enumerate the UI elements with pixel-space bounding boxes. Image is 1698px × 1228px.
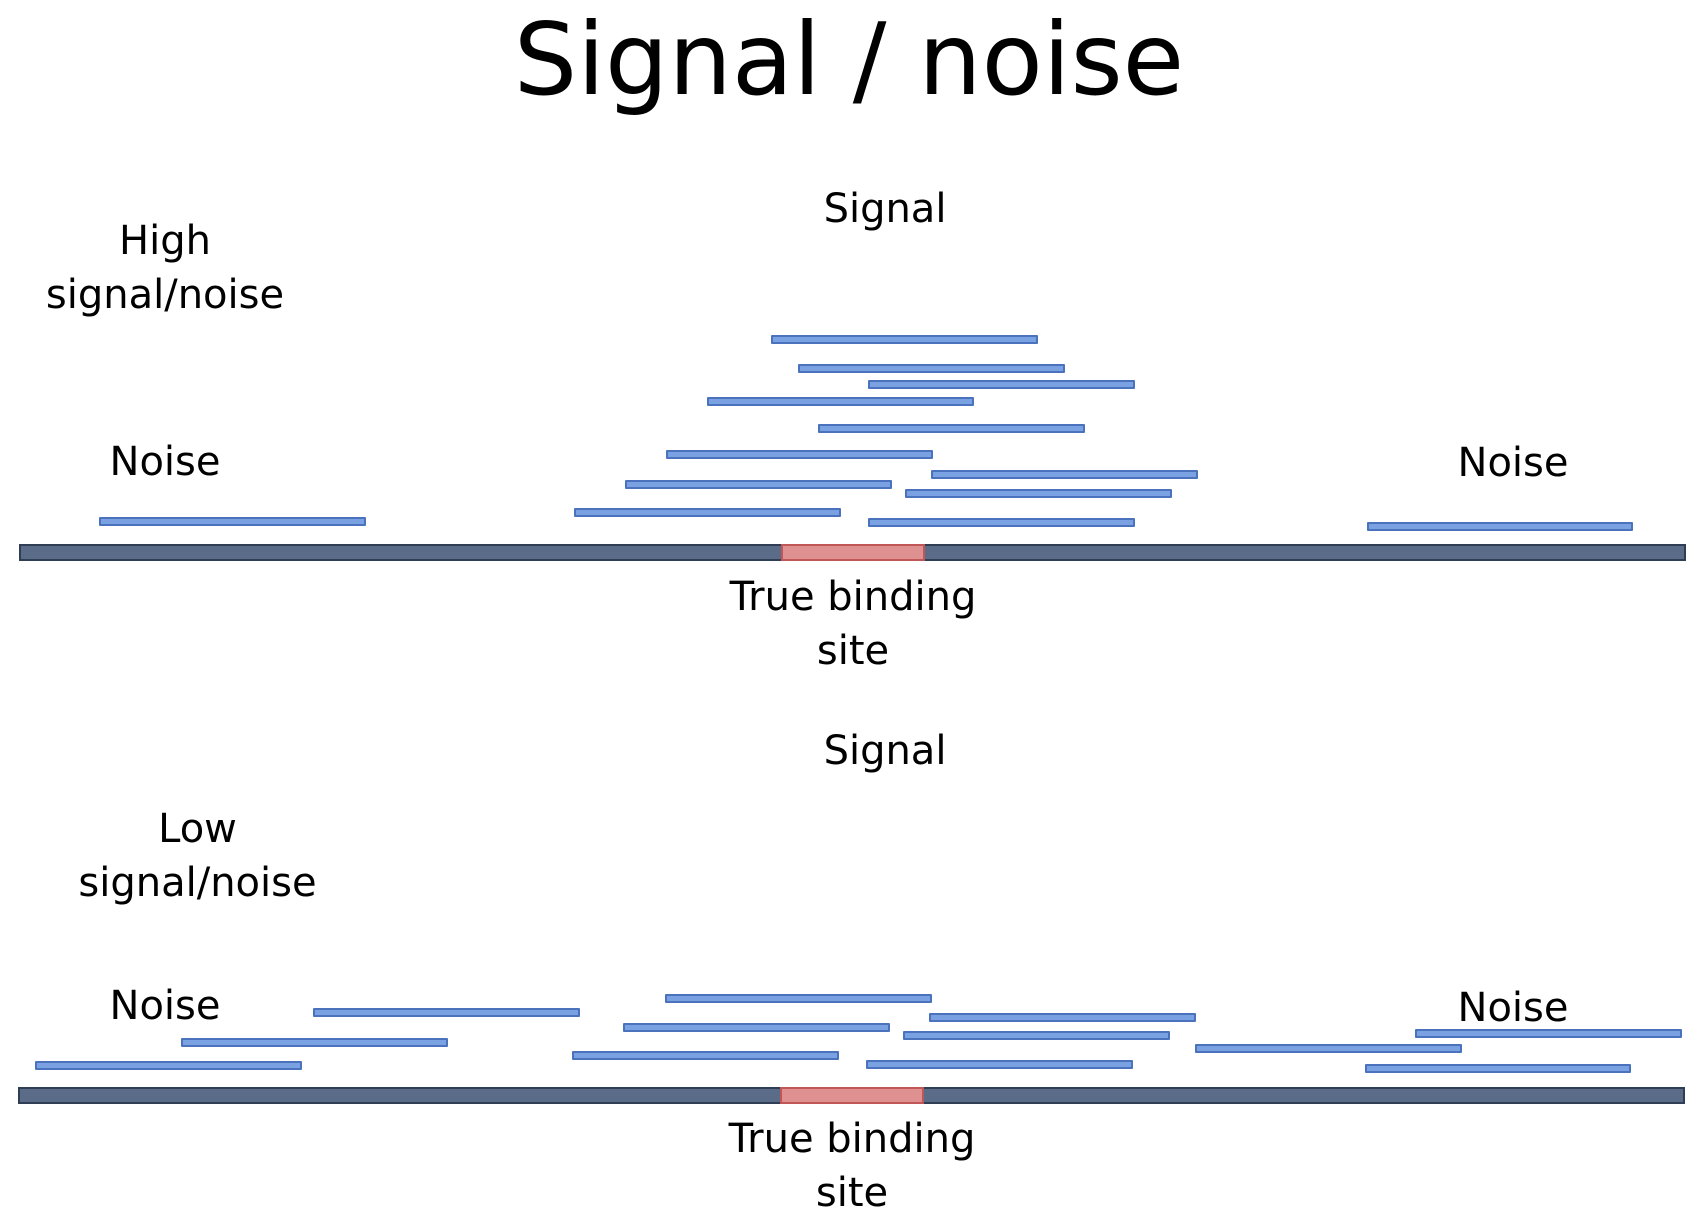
noise-right-label: Noise <box>1457 985 1569 1031</box>
signal-read <box>931 470 1198 479</box>
signal-read <box>905 489 1172 498</box>
noise-read <box>313 1008 580 1017</box>
page-title: Signal / noise <box>513 1 1185 118</box>
noise-read <box>99 517 366 526</box>
noise-left-label: Noise <box>109 983 221 1029</box>
signal-read <box>625 480 892 489</box>
noise-read <box>1365 1064 1631 1073</box>
signal-read <box>929 1013 1196 1022</box>
signal-read <box>798 364 1065 373</box>
binding-site <box>780 1087 924 1104</box>
noise-read <box>1195 1044 1462 1053</box>
signal-read <box>771 335 1038 344</box>
noise-right-label: Noise <box>1457 440 1569 486</box>
signal-read <box>665 994 932 1003</box>
binding-site-label: True binding site <box>728 1116 976 1216</box>
signal-read <box>868 380 1135 389</box>
noise-read <box>1367 522 1633 531</box>
binding-site-label: True binding site <box>729 574 977 674</box>
signal-read <box>903 1031 1170 1040</box>
noise-read <box>181 1038 448 1047</box>
condition-label: High signal/noise <box>45 218 285 318</box>
noise-left-label: Noise <box>109 439 221 485</box>
signal-read <box>623 1023 890 1032</box>
signal-read <box>707 397 974 406</box>
signal-read <box>868 518 1135 527</box>
signal-read <box>818 424 1085 433</box>
condition-label: Low signal/noise <box>78 806 317 906</box>
binding-site <box>781 544 925 561</box>
noise-read <box>35 1061 302 1070</box>
signal-read <box>574 508 841 517</box>
signal-read <box>572 1051 839 1060</box>
signal-label: Signal <box>823 186 947 232</box>
signal-read <box>866 1060 1133 1069</box>
noise-read <box>1415 1029 1682 1038</box>
signal-label: Signal <box>823 728 947 774</box>
signal-read <box>666 450 933 459</box>
